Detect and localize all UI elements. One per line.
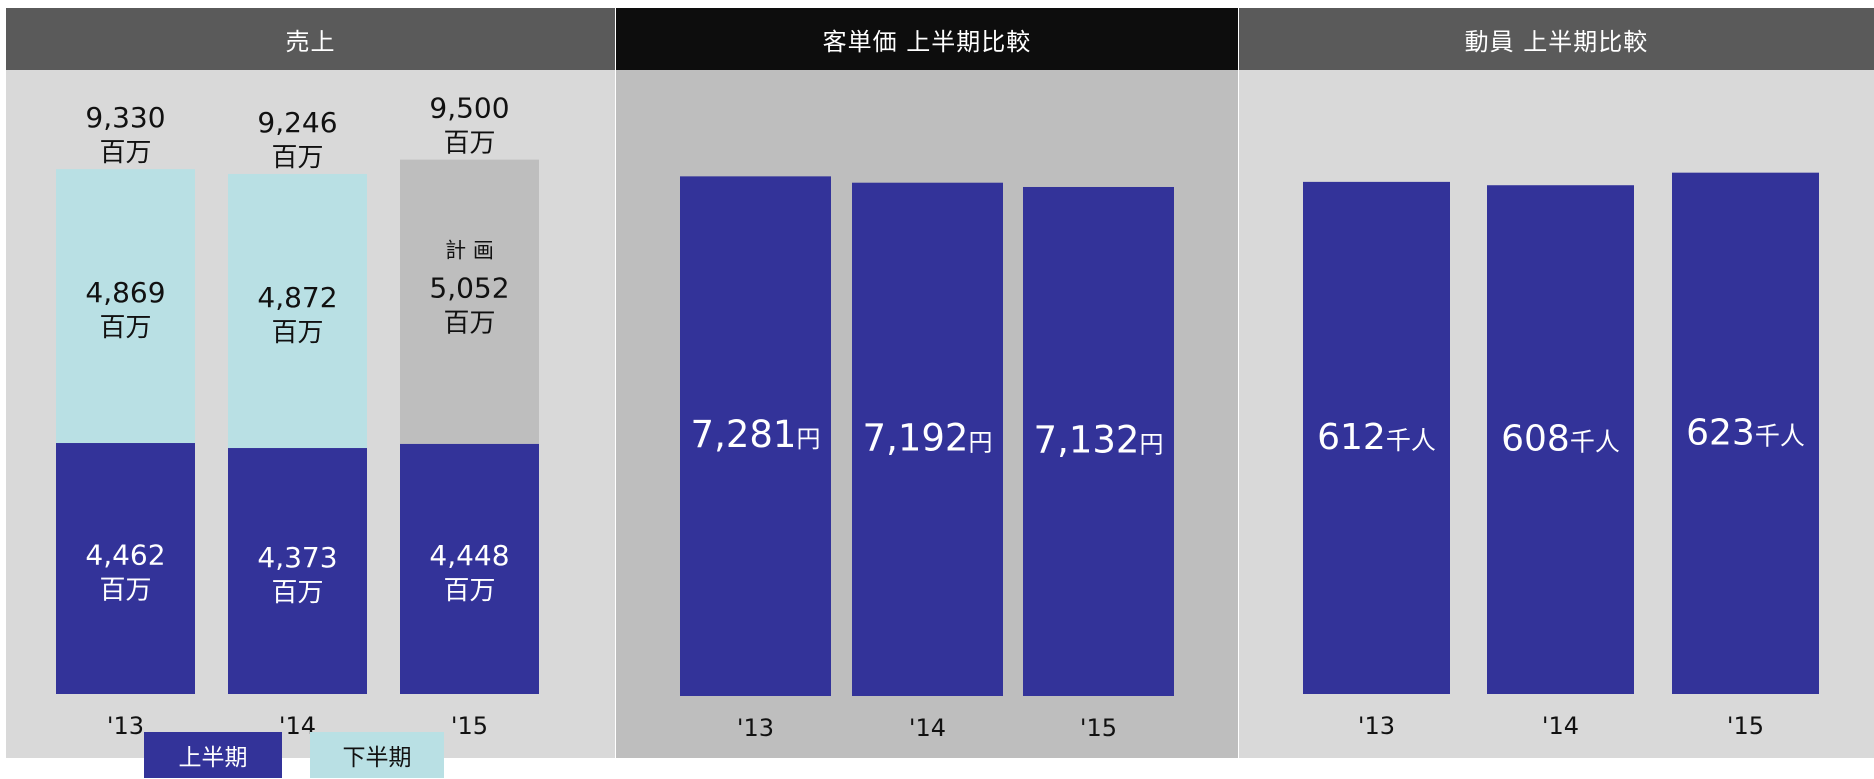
data-label: 4,373 bbox=[257, 541, 337, 574]
data-label: 608千人 bbox=[1501, 419, 1620, 460]
plan-label: 計 画 bbox=[445, 239, 494, 263]
total-label-unit: 百万 bbox=[271, 143, 323, 173]
unit-price-panel: 客単価 上半期比較 7,281円 '13 7,192円 '14 7,132円 '15 bbox=[616, 8, 1238, 758]
data-label: 7,192円 bbox=[863, 416, 993, 459]
attendance-chart: 612千人 '13 608千人 '14 623千人 '15 bbox=[1303, 172, 1819, 740]
sales-chart-area: 4,462 百万 4,869 百万 9,330 百万 '13 4,373 百万 4,872 百万 9,… bbox=[6, 70, 615, 758]
bar-first-half bbox=[228, 448, 367, 694]
legend-second-half: 下半期 bbox=[310, 732, 444, 778]
legend-second-half-label: 下半期 bbox=[342, 745, 412, 771]
data-label-unit: 百万 bbox=[271, 318, 323, 348]
total-label-unit: 百万 bbox=[443, 129, 495, 159]
attendance-panel-title: 動員 上半期比較 bbox=[1464, 27, 1649, 56]
unit-price-panel-header: 客単価 上半期比較 bbox=[616, 8, 1238, 70]
bar bbox=[1487, 185, 1634, 695]
bar bbox=[1303, 181, 1450, 694]
attendance-panel-header: 動員 上半期比較 bbox=[1239, 8, 1874, 70]
attendance-panel: 動員 上半期比較 612千人 '13 608千人 '14 623千人 '15 bbox=[1239, 8, 1874, 758]
data-label-unit: 百万 bbox=[443, 309, 495, 339]
data-label-unit: 百万 bbox=[443, 576, 495, 606]
total-label: 9,330 bbox=[85, 101, 165, 134]
legend-first-half: 上半期 bbox=[144, 732, 282, 778]
bar bbox=[1672, 172, 1819, 695]
data-label: 4,872 bbox=[257, 281, 337, 314]
sales-chart: 4,462 百万 4,869 百万 9,330 百万 '13 4,373 百万 4,872 百万 9,… bbox=[56, 92, 539, 740]
x-tick-label: '14 bbox=[279, 712, 316, 740]
bar-second-half bbox=[228, 173, 367, 449]
data-label-unit: 百万 bbox=[99, 576, 151, 606]
data-label: 612千人 bbox=[1317, 417, 1436, 458]
data-label: 5,052 bbox=[429, 272, 509, 305]
x-tick-label: '15 bbox=[1727, 712, 1764, 740]
attendance-chart-area: 612千人 '13 608千人 '14 623千人 '15 bbox=[1239, 70, 1874, 758]
bar bbox=[1023, 186, 1174, 696]
x-tick-label: '13 bbox=[1358, 712, 1395, 740]
data-label: 4,869 bbox=[85, 276, 165, 309]
total-label: 9,246 bbox=[257, 106, 337, 139]
sales-panel-header: 売上 bbox=[6, 8, 615, 70]
x-tick-label: '15 bbox=[1080, 714, 1117, 742]
bar bbox=[680, 176, 831, 696]
bar-plan bbox=[400, 159, 539, 444]
unit-price-chart: 7,281円 '13 7,192円 '14 7,132円 '15 bbox=[680, 176, 1174, 742]
bar-second-half bbox=[56, 169, 195, 444]
bar bbox=[852, 182, 1003, 696]
data-label: 4,448 bbox=[429, 539, 509, 572]
sales-panel: 売上 4,462 百万 4,869 百万 9,330 百万 '13 4,373 百万 4,872 百… bbox=[6, 8, 615, 758]
total-label: 9,500 bbox=[429, 92, 509, 125]
data-label-unit: 百万 bbox=[271, 578, 323, 608]
unit-price-panel-title: 客単価 上半期比較 bbox=[822, 27, 1032, 56]
x-tick-label: '14 bbox=[909, 714, 946, 742]
data-label-unit: 百万 bbox=[99, 313, 151, 343]
x-tick-label: '14 bbox=[1542, 712, 1579, 740]
data-label: 7,281円 bbox=[691, 413, 821, 456]
x-tick-label: '15 bbox=[451, 712, 488, 740]
x-tick-label: '13 bbox=[107, 712, 144, 740]
sales-panel-title: 売上 bbox=[285, 27, 336, 56]
bar-first-half bbox=[400, 443, 539, 694]
data-label: 4,462 bbox=[85, 539, 165, 572]
bar-first-half bbox=[56, 443, 195, 694]
x-tick-label: '13 bbox=[737, 714, 774, 742]
unit-price-chart-area: 7,281円 '13 7,192円 '14 7,132円 '15 bbox=[616, 70, 1238, 758]
data-label: 7,132円 bbox=[1034, 418, 1164, 461]
data-label: 623千人 bbox=[1686, 412, 1805, 453]
legend-first-half-label: 上半期 bbox=[178, 745, 248, 771]
total-label-unit: 百万 bbox=[99, 138, 151, 168]
